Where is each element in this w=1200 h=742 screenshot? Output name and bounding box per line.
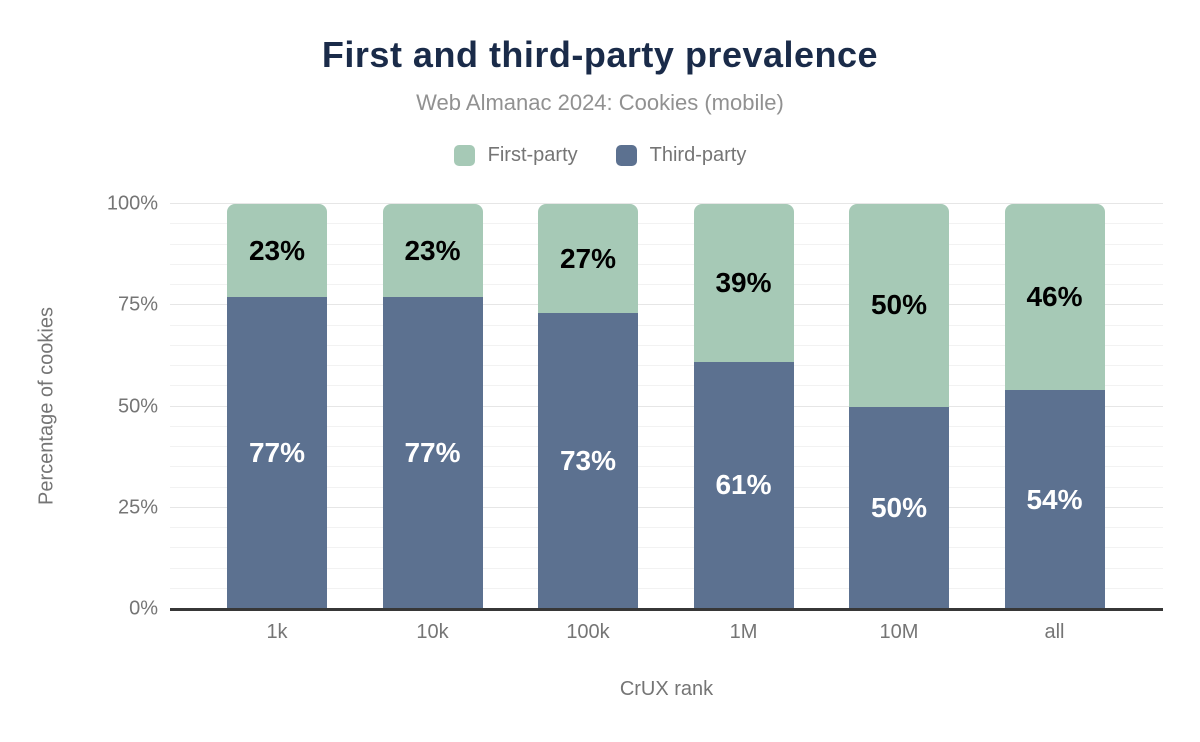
- x-tick-1M: 1M: [729, 621, 758, 643]
- bar-10M: 50% 50%: [849, 204, 949, 609]
- x-tick-10k: 10k: [416, 621, 449, 643]
- third-party-swatch-icon: [615, 145, 637, 166]
- bar-1M-first-party-value: 39%: [715, 266, 772, 298]
- gridline-90pct: [170, 243, 1163, 245]
- gridline-10pct: [170, 567, 1163, 569]
- bar-1k-third-party-segment: 77%: [227, 297, 327, 609]
- gridline-55pct: [170, 385, 1163, 387]
- gridline-25pct: [170, 506, 1163, 508]
- y-tick-0: 0%: [129, 597, 158, 620]
- gridline-85pct: [170, 263, 1163, 265]
- gridline-40pct: [170, 446, 1163, 447]
- bar-1M: 39% 61%: [693, 204, 794, 609]
- gridline-50pct: [170, 405, 1163, 407]
- bar-10k-first-party-value: 23%: [404, 234, 461, 266]
- bar-10k-third-party-segment: 77%: [382, 297, 483, 609]
- y-tick-100: 100%: [106, 192, 158, 215]
- x-tick-1k: 1k: [266, 621, 288, 643]
- gridline-5pct: [170, 587, 1163, 589]
- bar-1k-third-party-value: 77%: [248, 437, 306, 469]
- bar-100k-third-party-value: 73%: [559, 445, 617, 477]
- bar-1M-first-party-segment: 39%: [693, 204, 794, 362]
- chart-title: First and third-party prevalence: [321, 34, 879, 75]
- bar-all-third-party-value: 54%: [1026, 483, 1083, 515]
- gridline-80pct: [170, 284, 1163, 285]
- legend: First-party Third-party: [0, 144, 1200, 167]
- bar-10k-first-party-segment: 23%: [382, 204, 483, 298]
- x-axis-baseline: [170, 608, 1163, 611]
- x-tick-100k: 100k: [566, 621, 610, 643]
- x-tick-all: all: [1044, 621, 1065, 643]
- x-axis-title: CrUX rank: [619, 678, 714, 700]
- bar-100k-first-party-segment: 27%: [538, 204, 638, 314]
- gridline-75pct: [170, 304, 1163, 306]
- gridline-45pct: [170, 425, 1163, 427]
- bar-all-first-party-value: 46%: [1026, 281, 1083, 313]
- gridline-20pct: [170, 527, 1163, 528]
- bar-all-third-party-segment: 54%: [1004, 390, 1105, 609]
- bar-1k-first-party-segment: 23%: [227, 204, 327, 298]
- gridline-70pct: [170, 324, 1163, 326]
- chart-subtitle: Web Almanac 2024: Cookies (mobile): [416, 90, 784, 115]
- gridline-95pct: [170, 223, 1163, 225]
- bar-10k: 23% 77%: [382, 204, 483, 609]
- gridline-65pct: [170, 344, 1163, 346]
- bar-1M-third-party-value: 61%: [715, 469, 772, 501]
- bar-1k-first-party-value: 23%: [248, 234, 306, 266]
- bar-100k: 27% 73%: [538, 204, 638, 609]
- gridline-15pct: [170, 547, 1163, 549]
- gridline-100pct: [170, 203, 1163, 204]
- legend-item-first-party: First-party: [453, 144, 578, 167]
- bar-1M-third-party-segment: 61%: [693, 361, 794, 609]
- gridline-30pct: [170, 486, 1163, 488]
- bar-1k: 23% 77%: [227, 204, 327, 609]
- bar-100k-third-party-segment: 73%: [538, 313, 638, 609]
- bar-10M-third-party-value: 50%: [870, 491, 928, 523]
- bar-10k-third-party-value: 77%: [404, 437, 461, 469]
- y-tick-50: 50%: [117, 395, 158, 417]
- y-tick-25: 25%: [117, 496, 158, 519]
- bar-10M-third-party-segment: 50%: [849, 406, 949, 609]
- bar-10M-first-party-value: 50%: [870, 289, 928, 321]
- legend-label-first-party: First-party: [487, 144, 578, 166]
- bar-100k-first-party-value: 27%: [559, 242, 617, 274]
- x-tick-10M: 10M: [879, 621, 919, 643]
- y-tick-75: 75%: [117, 293, 158, 316]
- legend-label-third-party: Third-party: [649, 144, 747, 166]
- gridline-60pct: [170, 365, 1163, 366]
- bar-all-first-party-segment: 46%: [1004, 204, 1105, 391]
- plot-area: 23% 77% 23% 77% 27% 73% 39% 61% 50% 50% 46% 54%: [170, 203, 1163, 609]
- bar-all: 46% 54%: [1004, 204, 1105, 609]
- first-party-swatch-icon: [453, 145, 475, 166]
- gridline-35pct: [170, 466, 1163, 468]
- legend-item-third-party: Third-party: [615, 144, 747, 167]
- bar-10M-first-party-segment: 50%: [849, 204, 949, 407]
